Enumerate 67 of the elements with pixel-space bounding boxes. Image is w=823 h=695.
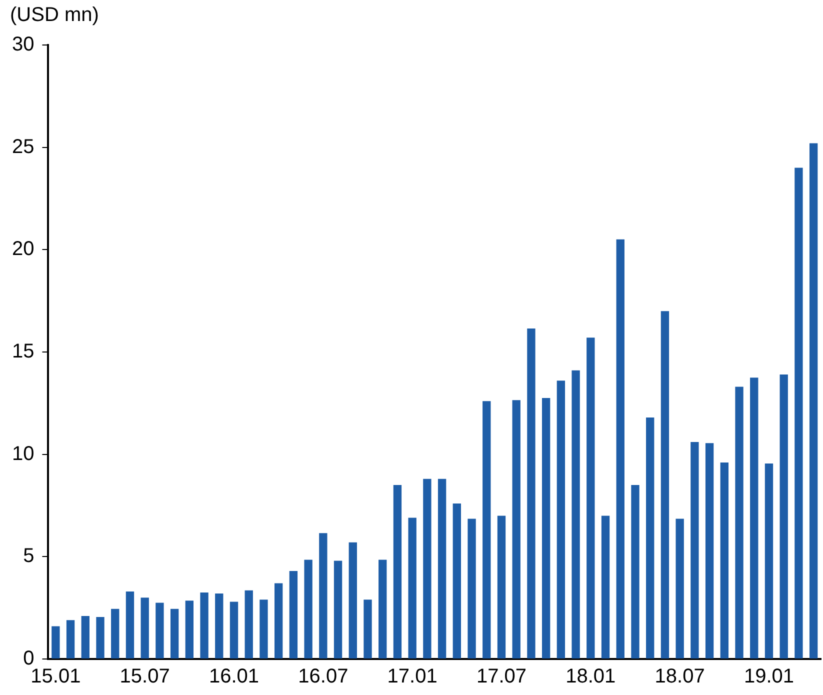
bar: [364, 600, 372, 658]
x-tick-label: 17.07: [476, 666, 527, 688]
bar: [111, 608, 120, 658]
bar: [200, 592, 208, 658]
bar: [452, 503, 461, 658]
bar: [527, 328, 536, 658]
bar: [230, 602, 238, 658]
x-tick-label: 18.07: [654, 666, 705, 688]
bar: [348, 542, 357, 658]
x-tick-label: 15.07: [120, 666, 170, 688]
bar: [156, 602, 164, 658]
bar: [586, 338, 595, 658]
bar: [185, 600, 194, 658]
bar: [676, 518, 684, 658]
bar: [170, 608, 179, 658]
bar: [468, 518, 476, 658]
bar: [616, 239, 624, 658]
bar: [66, 620, 75, 658]
y-tick-label: 15: [12, 340, 34, 363]
bar: [334, 560, 342, 658]
bar: [690, 442, 699, 658]
bar: [126, 591, 134, 658]
y-tick-label: 5: [23, 545, 34, 568]
bar: [809, 143, 818, 658]
bar: [497, 516, 506, 658]
bar: [140, 598, 149, 658]
bar: [794, 168, 803, 658]
x-tick-label: 16.01: [208, 666, 260, 688]
bar: [631, 485, 640, 658]
bar: [646, 417, 654, 658]
bar: [764, 464, 774, 658]
bar: [601, 516, 610, 658]
y-tick-label: 30: [12, 34, 34, 56]
bar: [572, 370, 580, 658]
bar: [378, 560, 387, 658]
bar: [52, 626, 60, 658]
bar: [260, 600, 268, 658]
bar: [289, 570, 298, 658]
bar: [720, 462, 728, 658]
x-tick-label: 19.01: [744, 666, 794, 688]
bar: [556, 380, 566, 658]
bar: [660, 311, 670, 658]
bar: [244, 590, 253, 658]
y-tick-label: 25: [12, 136, 34, 158]
bar: [408, 518, 416, 658]
y-axis-title: (USD mn): [10, 4, 99, 27]
bar: [81, 616, 90, 658]
bar: [319, 533, 328, 658]
y-tick-label: 20: [12, 238, 34, 260]
x-tick-label: 18.01: [566, 666, 616, 688]
bar: [274, 583, 283, 658]
x-tick-label: 16.07: [298, 666, 348, 688]
bar: [780, 374, 788, 658]
bar: [423, 478, 432, 658]
bar: [96, 617, 104, 658]
bar: [705, 443, 714, 658]
bar: [482, 401, 491, 658]
bar: [215, 594, 224, 658]
bar: [438, 478, 446, 658]
bar: [542, 398, 550, 658]
x-tick-label: 17.01: [387, 666, 438, 688]
bar: [512, 400, 520, 658]
bar: [304, 560, 312, 658]
bar: [393, 485, 402, 658]
bar: [735, 386, 744, 658]
y-tick-label: 10: [12, 442, 34, 465]
bar: [750, 378, 758, 658]
